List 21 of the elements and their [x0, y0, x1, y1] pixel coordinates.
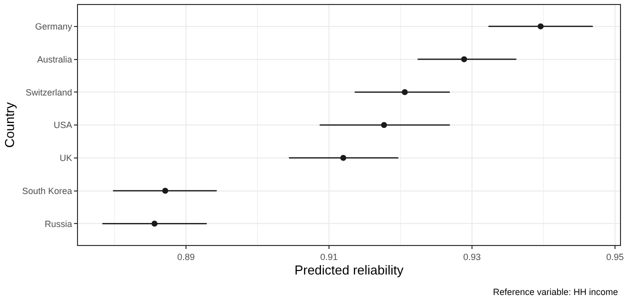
- point: [461, 56, 468, 62]
- point: [340, 154, 346, 161]
- point: [162, 188, 168, 194]
- x-axis-title: Predicted reliability: [294, 262, 404, 278]
- y-tick-label: Australia: [37, 54, 72, 64]
- x-tick-label: 0.93: [463, 252, 481, 262]
- text: Reference variable: HH income: [493, 287, 618, 297]
- y-tick-label: Switzerland: [26, 87, 72, 98]
- point: [152, 220, 158, 227]
- y-axis-title: Country: [2, 102, 18, 148]
- y-tick-label: Germany: [35, 22, 73, 32]
- y-tick-label: Russia: [44, 218, 72, 229]
- x-tick-label: 0.89: [177, 252, 195, 262]
- y-tick-label: UK: [60, 153, 72, 164]
- point: [381, 122, 388, 128]
- point: [402, 89, 408, 96]
- point: [538, 23, 544, 30]
- y-tick-label: South Korea: [22, 186, 72, 196]
- x-tick-label: 0.95: [606, 252, 624, 262]
- x-tick-label: 0.91: [320, 252, 338, 262]
- y-tick-label: USA: [54, 120, 72, 130]
